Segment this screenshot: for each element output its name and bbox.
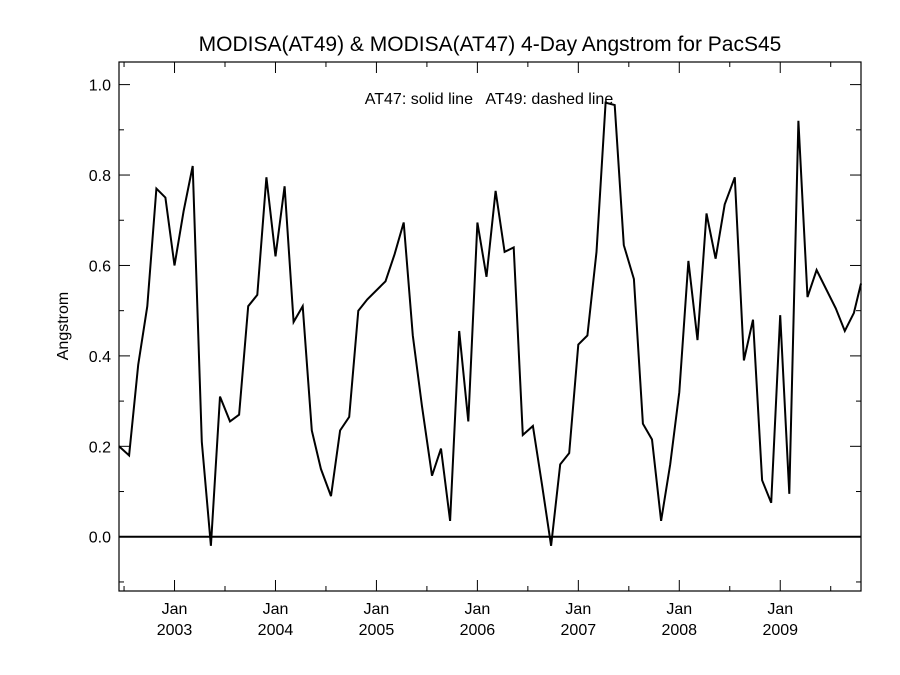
x-tick-year-label: 2008 [661,622,697,639]
y-tick-label: 0.6 [89,258,111,275]
series-points [118,102,862,547]
y-tick-label: 0.8 [89,168,111,185]
x-tick-month-label: Jan [162,601,188,618]
series-annotation: AT47: solid line AT49: dashed line [365,91,614,108]
x-tick-month-label: Jan [364,601,390,618]
x-tick-year-label: 2007 [561,622,597,639]
y-tick-label: 0.0 [89,530,111,547]
x-tick-year-label: 2006 [460,622,496,639]
x-tick-month-label: Jan [263,601,289,618]
x-tick-month-label: Jan [767,601,793,618]
x-tick-month-label: Jan [464,601,490,618]
series-line-at47 [118,101,862,546]
x-tick-year-label: 2005 [359,622,395,639]
y-axis-label: Angstrom [55,292,72,360]
axes: 0.0 0.2 0.4 0.6 0.8 1.0 Jan 2003 Jan 2004 Jan 2005 J… [89,62,861,639]
x-tick-year-label: 2009 [762,622,798,639]
x-tick-year-label: 2003 [157,622,193,639]
y-tick-label: 1.0 [89,78,111,95]
x-tick-year-label: 2004 [258,622,294,639]
x-tick-month-label: Jan [666,601,692,618]
y-tick-label: 0.2 [89,439,111,456]
x-tick-month-label: Jan [565,601,591,618]
chart-title: MODISA(AT49) & MODISA(AT47) 4-Day Angstr… [199,33,782,56]
plot-frame [118,61,862,592]
y-tick-label: 0.4 [89,349,111,366]
